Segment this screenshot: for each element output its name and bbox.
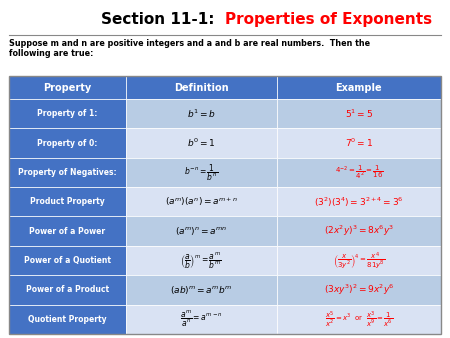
Bar — [126, 305, 277, 334]
Text: Suppose m and n are positive integers and a and b are real numbers.  Then the
fo: Suppose m and n are positive integers an… — [9, 39, 370, 58]
Bar — [126, 246, 277, 275]
Text: $5^{1} = 5$: $5^{1} = 5$ — [345, 107, 373, 120]
Text: $\left(\dfrac{a}{b}\right)^{m} = \dfrac{a^{m}}{b^{m}}$: $\left(\dfrac{a}{b}\right)^{m} = \dfrac{… — [180, 250, 222, 271]
Text: $\dfrac{a^{m}}{a^{n}} = a^{m-n}$: $\dfrac{a^{m}}{a^{n}} = a^{m-n}$ — [180, 309, 223, 330]
Text: $b^{0} = 1$: $b^{0} = 1$ — [187, 137, 216, 149]
Text: $\left(\dfrac{x}{3y^{2}}\right)^{4} = \dfrac{x^{4}}{81y^{8}}$: $\left(\dfrac{x}{3y^{2}}\right)^{4} = \d… — [333, 250, 385, 271]
Text: Property of 0:: Property of 0: — [37, 139, 98, 148]
Text: Definition: Definition — [174, 82, 229, 93]
Bar — [9, 99, 126, 128]
Text: Power of a Power: Power of a Power — [29, 227, 105, 236]
Bar — [126, 217, 277, 246]
Bar — [277, 187, 441, 217]
Bar — [9, 217, 126, 246]
Text: Property of Negatives:: Property of Negatives: — [18, 168, 117, 177]
Text: $4^{-2} = \dfrac{1}{4^{2}} = \dfrac{1}{16}$: $4^{-2} = \dfrac{1}{4^{2}} = \dfrac{1}{1… — [334, 164, 383, 181]
Text: Product Property: Product Property — [30, 197, 105, 206]
Bar — [9, 158, 126, 187]
Text: Property of 1:: Property of 1: — [37, 109, 98, 118]
Bar — [126, 99, 277, 128]
Bar — [277, 305, 441, 334]
Bar — [126, 275, 277, 305]
Bar — [277, 128, 441, 158]
Text: $\dfrac{x^{5}}{x^{2}} = x^{3}$  or  $\dfrac{x^{3}}{x^{9}} = \dfrac{1}{x^{6}}$: $\dfrac{x^{5}}{x^{2}} = x^{3}$ or $\dfra… — [325, 309, 393, 329]
Text: Power of a Quotient: Power of a Quotient — [24, 256, 111, 265]
Text: $(a^{m})(a^{n}) = a^{m+n}$: $(a^{m})(a^{n}) = a^{m+n}$ — [165, 195, 238, 208]
Text: Section 11-1:: Section 11-1: — [101, 12, 225, 27]
Bar — [277, 246, 441, 275]
Bar — [9, 76, 126, 99]
Text: $7^{0} = 1$: $7^{0} = 1$ — [345, 137, 373, 149]
Text: $b^{-n} = \dfrac{1}{b^{n}}$: $b^{-n} = \dfrac{1}{b^{n}}$ — [184, 162, 218, 183]
Bar — [277, 158, 441, 187]
Bar — [9, 275, 126, 305]
Text: $(a^{m})^{n} = a^{mn}$: $(a^{m})^{n} = a^{mn}$ — [175, 225, 227, 237]
Bar — [126, 187, 277, 217]
Bar — [9, 76, 441, 334]
Text: $(ab)^{m} = a^{m}b^{m}$: $(ab)^{m} = a^{m}b^{m}$ — [170, 284, 232, 296]
Bar — [126, 158, 277, 187]
Bar — [277, 275, 441, 305]
Bar — [126, 76, 277, 99]
Bar — [126, 128, 277, 158]
Bar — [9, 128, 126, 158]
Text: $(2x^{2}y)^{3} = 8x^{6}y^{3}$: $(2x^{2}y)^{3} = 8x^{6}y^{3}$ — [324, 224, 394, 238]
Text: Property: Property — [43, 82, 91, 93]
Bar — [9, 246, 126, 275]
Text: Properties of Exponents: Properties of Exponents — [225, 12, 432, 27]
Text: Example: Example — [336, 82, 382, 93]
Text: Power of a Product: Power of a Product — [26, 285, 109, 294]
Bar — [9, 305, 126, 334]
Bar — [9, 187, 126, 217]
Text: Quotient Property: Quotient Property — [28, 315, 107, 324]
Bar — [277, 217, 441, 246]
Text: $(3^{2})(3^{4}) = 3^{2+4} = 3^{6}$: $(3^{2})(3^{4}) = 3^{2+4} = 3^{6}$ — [314, 195, 404, 209]
Text: $(3xy^{3})^{2} = 9x^{2}y^{6}$: $(3xy^{3})^{2} = 9x^{2}y^{6}$ — [324, 283, 394, 297]
Text: $b^{1} = b$: $b^{1} = b$ — [187, 107, 216, 120]
Bar — [277, 99, 441, 128]
Bar — [277, 76, 441, 99]
